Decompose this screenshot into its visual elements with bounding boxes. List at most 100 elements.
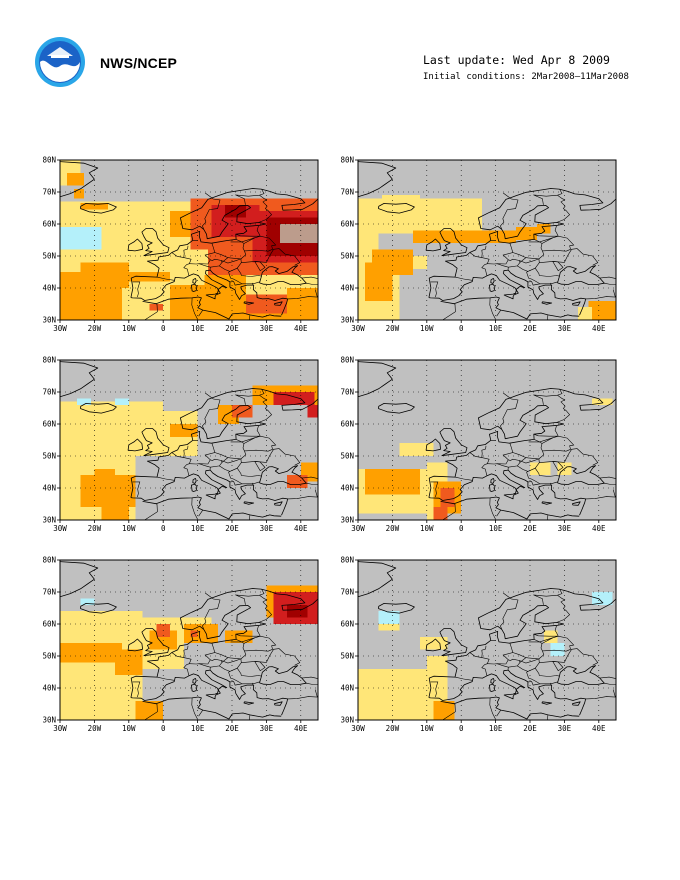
anomaly-cell [60,401,164,412]
anomaly-cell [550,643,565,656]
lat-tick-label: 60N [42,420,56,429]
country-border [512,641,545,660]
lat-tick-label: 50N [340,452,354,461]
country-border [221,258,241,264]
lat-tick-label: 60N [340,420,354,429]
lat-tick-label: 80N [340,556,354,565]
coastline [428,669,587,716]
country-border [241,448,301,466]
anomaly-cell [399,443,434,456]
country-border [258,394,273,423]
lat-tick-label: 50N [340,252,354,261]
country-border [221,657,229,663]
country-border [556,194,571,223]
country-border [487,643,514,665]
anomaly-map: 30W 20W 10W 0 10E 20E 30E 40E 80N 70N 60N 50N 40N 30N [42,556,319,733]
country-border [556,594,571,623]
anomaly-cell [149,304,164,311]
coastline [621,672,630,684]
coastline [541,701,553,705]
country-border [235,237,255,243]
coastline [323,472,332,484]
lat-tick-label: 50N [340,652,354,661]
lon-tick-label: 30W [351,524,365,533]
country-border [156,676,175,681]
coastline [243,301,255,305]
country-border [241,648,301,666]
country-border [541,235,575,252]
anomaly-cell [280,224,318,244]
coastline [273,501,283,506]
country-border [287,289,318,300]
anomaly-map: 30W 20W 10W 0 10E 20E 30E 40E 80N 70N 60N 50N 40N 30N [340,356,617,533]
country-border [202,192,221,230]
lat-tick-label: 30N [42,316,56,325]
last-update-text: Last update: Wed Apr 8 2009 [423,53,610,67]
lat-tick-label: 30N [340,316,354,325]
lon-tick-label: 0 [161,324,166,333]
country-border [241,248,301,266]
country-border [214,441,247,460]
lon-tick-label: 30E [260,324,274,333]
anomaly-cell [225,204,246,218]
country-border [547,314,549,320]
country-border [585,689,616,700]
lon-tick-label: 10W [420,324,434,333]
lat-tick-label: 80N [42,156,56,165]
lat-tick-label: 30N [42,516,56,525]
noaa-logo [35,37,85,87]
country-border [189,243,216,265]
country-border [156,476,175,481]
anomaly-map: 30W 20W 10W 0 10E 20E 30E 40E 80N 70N 60N 50N 40N 30N [340,556,617,733]
country-border [235,388,265,405]
lat-tick-label: 40N [340,484,354,493]
lat-tick-label: 30N [340,516,354,525]
country-border [202,392,221,430]
country-border [430,281,439,298]
country-border [287,489,318,500]
country-border [236,668,262,677]
anomaly-cell [588,300,616,320]
country-border [519,458,539,464]
anomaly-cell [60,643,122,663]
country-border [496,509,502,517]
lat-tick-label: 70N [42,588,56,597]
anomaly-cell [101,500,129,520]
country-border [533,625,559,637]
anomaly-cell [543,630,558,644]
coastline [571,301,581,306]
coastline [439,628,468,657]
map-frame [357,359,617,521]
country-border [599,476,616,485]
country-border [517,258,540,272]
country-border [219,658,242,672]
country-border [228,471,243,486]
coastline [503,492,516,500]
lat-tick-label: 70N [42,388,56,397]
country-border [189,443,216,465]
coastline [141,428,170,457]
coastline [192,278,197,284]
country-border [221,457,229,463]
lat-tick-label: 40N [42,484,56,493]
country-border [481,645,487,658]
map-panel-row1-right: 30W 20W 10W 0 10E 20E 30E 40E 80N 70N 60N 50N 40N 30N [334,152,624,334]
country-border [500,192,519,230]
lon-tick-label: 20E [225,724,239,733]
country-border [519,258,539,264]
coastline [488,483,496,492]
map-panel-row1-left: 30W 20W 10W 0 10E 20E 30E 40E 80N 70N 60N 50N 40N 30N [36,152,326,334]
country-border [235,188,265,205]
anomaly-cell [371,249,414,276]
coastline [378,203,415,214]
coastline [243,701,255,705]
country-border [301,676,318,685]
country-border [539,448,599,466]
country-border [191,497,198,520]
coastline [243,501,255,505]
country-border [489,697,496,720]
coastline [490,678,495,684]
coastline [358,161,397,198]
country-border [487,243,514,265]
country-border [533,188,563,205]
